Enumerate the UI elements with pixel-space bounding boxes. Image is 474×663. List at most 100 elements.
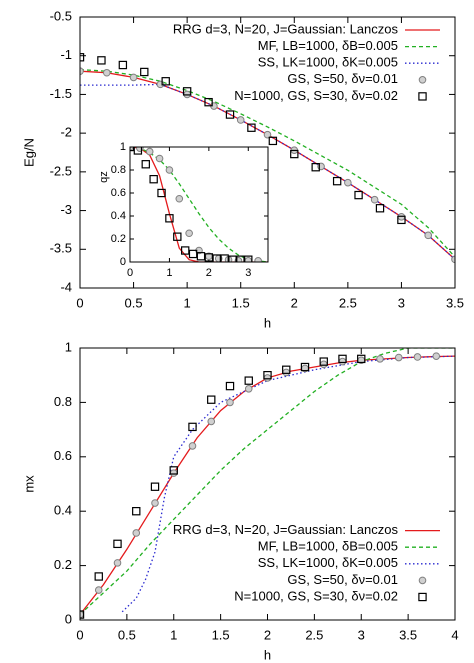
- x-tick-label: 1: [170, 627, 177, 642]
- plot-frame: [129, 146, 269, 263]
- circle-marker: [263, 374, 272, 382]
- series-line: [130, 147, 268, 262]
- square-marker: [165, 214, 174, 223]
- square-marker: [244, 376, 253, 385]
- circle-marker: [344, 178, 352, 187]
- square-marker: [196, 252, 206, 261]
- legend-label: SS, LK=1000, δK=0.005: [258, 55, 398, 70]
- square-marker: [149, 175, 158, 184]
- y-tick-label: -1: [60, 47, 72, 62]
- square-marker: [97, 56, 106, 65]
- circle-marker: [418, 76, 427, 84]
- square-marker: [118, 60, 128, 70]
- x-tick-label: 0: [76, 295, 83, 310]
- legend-label: MF, LB=1000, δB=0.005: [258, 539, 398, 554]
- square-marker: [133, 147, 143, 155]
- square-marker: [204, 97, 213, 107]
- x-tick-label: 3.5: [446, 295, 464, 310]
- square-marker: [182, 87, 192, 96]
- y-tick-label: 0: [120, 256, 126, 268]
- y-tick-label: -1.5: [50, 86, 72, 101]
- square-marker: [268, 136, 278, 146]
- square-marker: [225, 381, 235, 391]
- plot-frame: [79, 16, 456, 289]
- x-tick-label: 2: [291, 295, 298, 310]
- circle-marker: [102, 68, 111, 77]
- square-marker: [181, 246, 190, 255]
- x-axis-label: h: [264, 647, 271, 662]
- square-marker: [332, 176, 342, 186]
- legend-label: RRG d=3, N=20, J=Gaussian: Lanczos: [173, 522, 399, 537]
- series-line: [80, 348, 455, 616]
- y-tick-label: 0.8: [111, 164, 126, 176]
- circle-marker: [175, 194, 184, 203]
- circle-marker: [169, 469, 178, 477]
- y-tick-label: -3.5: [50, 241, 72, 256]
- x-tick-label: 0: [76, 627, 83, 642]
- circle-marker: [155, 154, 164, 163]
- circle-marker: [129, 73, 138, 82]
- plot-area: [130, 147, 268, 262]
- circle-marker: [151, 499, 159, 507]
- square-marker: [141, 160, 150, 169]
- y-tick-label: 0.2: [54, 557, 72, 572]
- y-axis-label: qz: [98, 171, 110, 183]
- circle-marker: [132, 529, 141, 537]
- x-tick-label: 3: [358, 627, 365, 642]
- circle-marker: [94, 586, 103, 594]
- x-tick-label: 3: [398, 295, 405, 310]
- y-tick-label: -4: [60, 279, 72, 294]
- circle-marker: [432, 352, 441, 360]
- y-tick-label: 0.6: [111, 187, 126, 199]
- square-marker: [357, 354, 366, 364]
- x-tick-label: 1.5: [232, 295, 250, 310]
- square-marker: [300, 362, 310, 372]
- square-marker: [150, 482, 160, 491]
- circle-marker: [338, 357, 347, 366]
- circle-marker: [394, 353, 403, 362]
- square-marker: [188, 422, 197, 432]
- circle-marker: [424, 231, 433, 240]
- square-marker: [157, 188, 166, 198]
- circle-marker: [319, 360, 328, 369]
- x-tick-label: 3.5: [399, 627, 417, 642]
- square-marker: [244, 255, 253, 262]
- circle-marker: [113, 559, 122, 567]
- square-marker: [319, 357, 328, 366]
- series-line: [80, 355, 455, 615]
- square-marker: [354, 190, 363, 200]
- x-tick-label: 2: [206, 267, 212, 279]
- square-marker: [290, 149, 299, 159]
- circle-marker: [80, 67, 84, 75]
- square-marker: [338, 354, 347, 364]
- circle-marker: [244, 257, 253, 262]
- x-tick-label: 2.5: [339, 295, 357, 310]
- x-axis-label: h: [264, 315, 271, 330]
- x-tick-label: 0.5: [118, 627, 136, 642]
- square-marker: [225, 110, 235, 119]
- x-tick-label: 1: [184, 295, 191, 310]
- square-marker: [161, 77, 170, 86]
- x-tick-label: 1: [166, 267, 172, 279]
- legend-label: RRG d=3, N=20, J=Gaussian: Lanczos: [173, 21, 399, 36]
- series-line: [80, 83, 455, 260]
- y-tick-label: 0.2: [111, 233, 126, 245]
- square-marker: [173, 232, 182, 241]
- circle-marker: [207, 417, 216, 426]
- x-tick-label: 0: [127, 267, 133, 279]
- circle-marker: [418, 576, 427, 585]
- square-marker: [418, 592, 427, 602]
- square-marker: [132, 507, 141, 516]
- plot-area: [80, 348, 455, 619]
- y-tick-label: -3: [60, 202, 72, 217]
- y-tick-label: 0.6: [54, 448, 72, 463]
- square-marker: [169, 466, 178, 475]
- x-tick-label: 4: [451, 627, 458, 642]
- circle-marker: [451, 255, 455, 264]
- circle-marker: [244, 385, 253, 393]
- circle-marker: [226, 398, 234, 407]
- x-tick-label: 0.5: [125, 295, 143, 310]
- legend-label: N=1000, GS, S=30, δν=0.02: [234, 588, 398, 603]
- circle-marker: [188, 442, 197, 450]
